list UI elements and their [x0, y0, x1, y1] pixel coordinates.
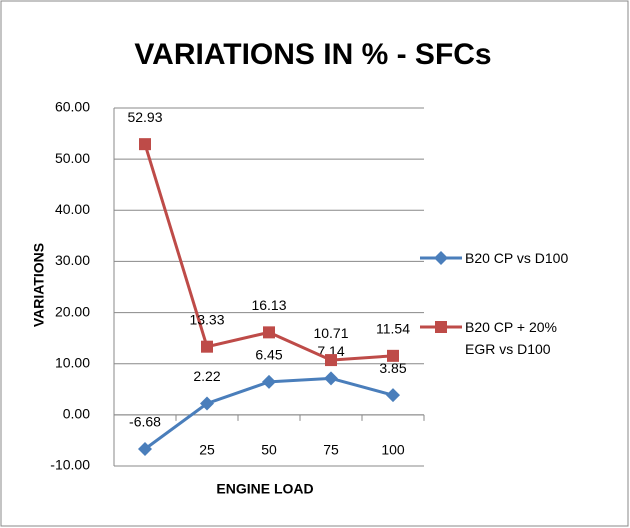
legend-label: B20 CP + 20% EGR vs D100 — [465, 319, 557, 357]
data-label: -6.68 — [129, 414, 161, 430]
point — [325, 354, 337, 367]
data-label: 2.22 — [193, 368, 220, 384]
data-label: 6.45 — [255, 347, 282, 363]
point — [138, 442, 152, 457]
point — [324, 371, 338, 386]
y-axis-label: VARIATIONS — [31, 243, 47, 327]
data-label: 16.13 — [251, 297, 286, 313]
y-tick-label: 0.00 — [63, 406, 90, 422]
point — [139, 138, 151, 151]
data-label: 10.71 — [313, 325, 348, 341]
legend-marker — [435, 321, 447, 333]
y-tick-label: 20.00 — [55, 303, 90, 319]
point — [200, 396, 214, 411]
data-label: 52.93 — [127, 109, 162, 125]
data-label: 13.33 — [189, 311, 224, 327]
x-tick-label: 75 — [323, 442, 339, 458]
legend-label: B20 CP vs D100 — [465, 250, 569, 266]
point — [386, 388, 400, 403]
y-tick-label: 60.00 — [55, 99, 90, 115]
data-label: 11.54 — [376, 321, 410, 337]
y-tick-label: 50.00 — [55, 150, 90, 166]
data-label: 7.14 — [317, 343, 344, 359]
x-tick-label: 100 — [381, 442, 405, 458]
y-tick-label: -10.00 — [50, 457, 90, 473]
y-tick-label: 40.00 — [55, 201, 90, 217]
x-axis-label: ENGINE LOAD — [216, 481, 313, 497]
point — [387, 349, 399, 362]
point — [263, 326, 275, 339]
y-tick-label: 10.00 — [55, 354, 90, 370]
chart-title: VARIATIONS IN % - SFCs — [134, 38, 491, 71]
point — [201, 340, 213, 353]
x-tick-label: 25 — [199, 442, 215, 458]
y-tick-label: 30.00 — [55, 252, 90, 268]
x-tick-label: 50 — [261, 442, 277, 458]
point — [262, 374, 276, 389]
legend-marker — [434, 251, 448, 265]
data-label: 3.85 — [379, 360, 406, 376]
